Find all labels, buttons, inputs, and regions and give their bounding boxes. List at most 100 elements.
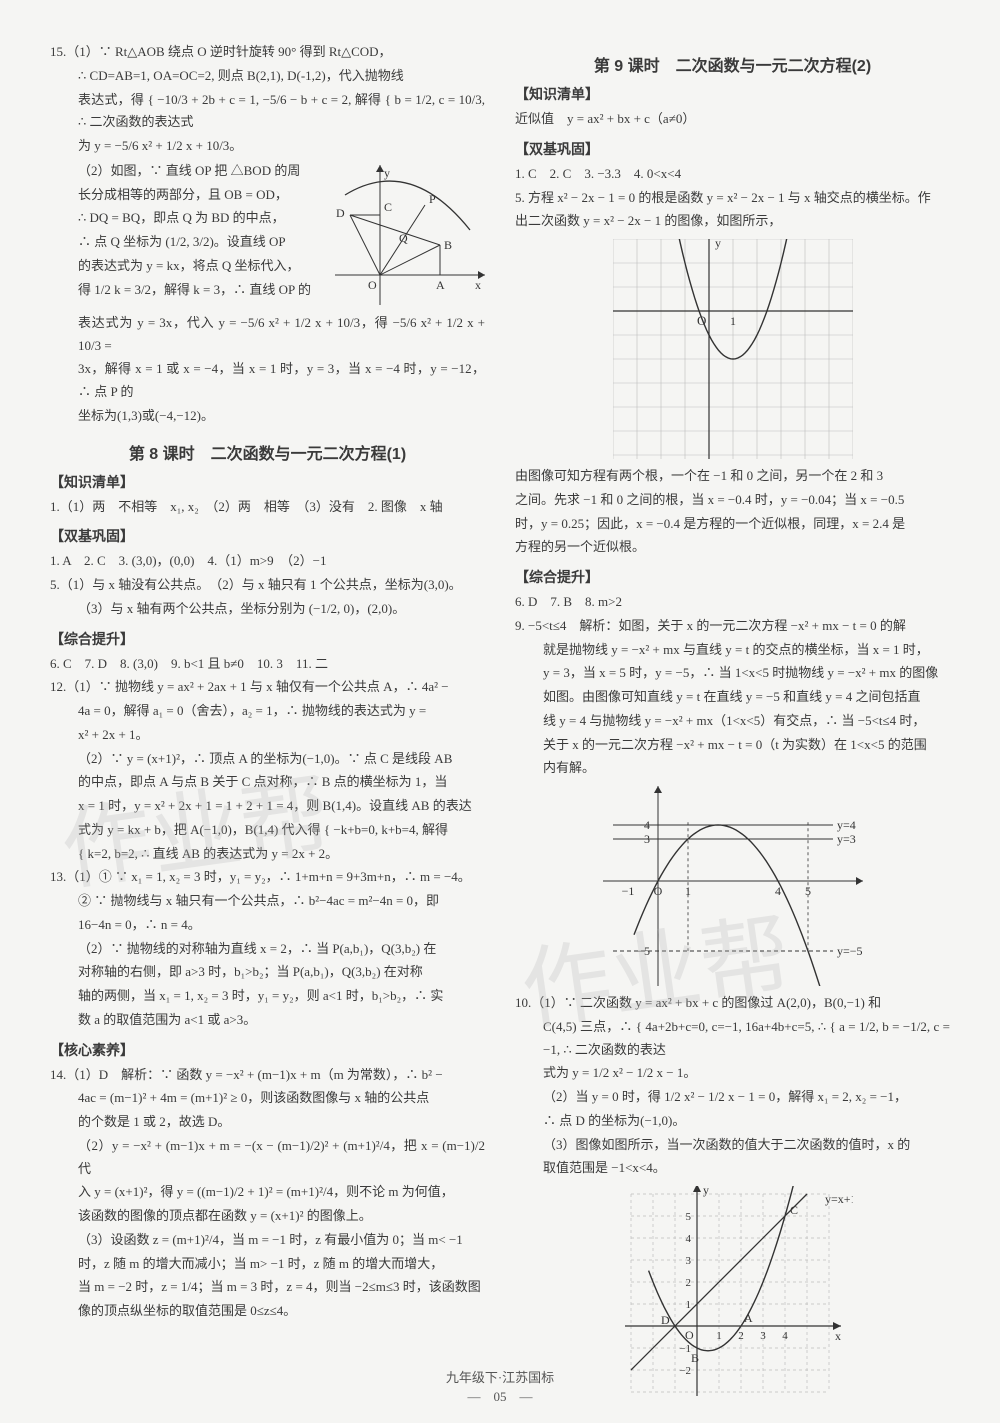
text-line: 内有解。 (515, 757, 950, 780)
text-line: 时，z 随 m 的增大而减小；当 m> −1 时，z 随 m 的增大而增大， (50, 1253, 485, 1276)
svg-text:B: B (691, 1351, 699, 1365)
text-line: 10.（1）∵ 二次函数 y = ax² + bx + c 的图像过 A(2,0… (515, 992, 950, 1015)
svg-text:1: 1 (716, 1330, 722, 1342)
text-line: （2）当 y = 0 时，得 1/2 x² − 1/2 x − 1 = 0，解得… (515, 1086, 950, 1109)
text-line: 表达式为 y = 3x，代入 y = −5/6 x² + 1/2 x + 10/… (50, 312, 485, 358)
svg-text:D: D (336, 206, 345, 220)
text-line: x² + 2x + 1。 (50, 724, 485, 747)
text-line: （3）图像如图所示，当一次函数的值大于二次函数的值时，x 的 (515, 1134, 950, 1157)
svg-text:2: 2 (738, 1330, 744, 1342)
svg-text:2: 2 (685, 1277, 691, 1289)
svg-text:y=−5: y=−5 (837, 944, 863, 958)
text-line: 的个数是 1 或 2，故选 D。 (50, 1111, 485, 1134)
svg-text:O: O (653, 884, 662, 898)
text-line: 13.（1）① ∵ x₁ = 1, x₂ = 3 时，y₁ = y₂，∴ 1+m… (50, 866, 485, 889)
text-line: 之间。先求 −1 和 0 之间的根，当 x = −0.4 时，y = −0.04… (515, 489, 950, 512)
svg-text:C: C (384, 200, 392, 214)
svg-text:x: x (475, 278, 481, 292)
text-line: 对称轴的右侧，即 a>3 时，b₁>b₂；当 P(a,b₁)，Q(3,b₂) 在… (50, 961, 485, 984)
svg-text:y: y (703, 1186, 709, 1197)
svg-text:A: A (744, 1311, 753, 1325)
text-line: 6. D 7. B 8. m>2 (515, 591, 950, 614)
text-line: ∴ CD=AB=1, OA=OC=2, 则点 B(2,1), D(-1,2)，代… (50, 65, 485, 88)
svg-text:x: x (835, 1329, 841, 1343)
text-line: （2）∵ 抛物线的对称轴为直线 x = 2，∴ 当 P(a,b₁)，Q(3,b₂… (50, 938, 485, 961)
subsection-zsqd: 【知识清单】 (50, 472, 485, 492)
svg-text:A: A (436, 278, 445, 292)
text-line: 5. 方程 x² − 2x − 1 = 0 的根是函数 y = x² − 2x … (515, 187, 950, 210)
text-line: 数 a 的取值范围为 a<1 或 a>3。 (50, 1009, 485, 1032)
footer-page-number: — 05 — (0, 1386, 1000, 1405)
text-line: 当 m = −2 时，z = 1/4；当 m = 3 时，z = 4，则当 −2… (50, 1276, 485, 1299)
text-line: 9. −5<t≤4 解析：如图，关于 x 的一元二次方程 −x² + mx − … (515, 615, 950, 638)
text-line: （2）∵ y = (x+1)²，∴ 顶点 A 的坐标为(−1,0)。∵ 点 C … (50, 748, 485, 771)
subsection-zsqd: 【知识清单】 (515, 84, 950, 104)
text-line: 得 1/2 k = 3/2，解得 k = 3，∴ 直线 OP 的 (50, 279, 327, 302)
text-line: 5.（1）与 x 轴没有公共点。 （2）与 x 轴只有 1 个公共点，坐标为(3… (50, 574, 485, 597)
inverted-parabola-figure: y=4y=3y=−543−5−1O145 (603, 786, 863, 986)
text-line: 像的顶点纵坐标的取值范围是 0≤z≤4。 (50, 1300, 485, 1323)
text-line: 式为 y = kx + b，把 A(−1,0)，B(1,4) 代入得 { −k+… (50, 819, 485, 842)
lesson-9-title: 第 9 课时 二次函数与一元二次方程(2) (515, 52, 950, 76)
svg-text:D: D (661, 1313, 670, 1327)
left-column: 15.（1）∵ Rt△AOB 绕点 O 逆时针旋转 90° 得到 Rt△COD，… (50, 40, 485, 1402)
svg-text:3: 3 (644, 832, 650, 846)
text-line: 长分成相等的两部分，且 OB = OD， (50, 184, 327, 207)
text-line: 1. C 2. C 3. −3.3 4. 0<x<4 (515, 163, 950, 186)
svg-text:P: P (429, 192, 436, 206)
text-line: ∴ 点 D 的坐标为(−1,0)。 (515, 1110, 950, 1133)
text-line: 如图。由图像可知直线 y = t 在直线 y = −5 和直线 y = 4 之间… (515, 686, 950, 709)
text-line: 轴的两侧，当 x₁ = 1, x₂ = 3 时，y₁ = y₂，则 a<1 时，… (50, 985, 485, 1008)
text-line: 4ac = (m−1)² + 4m = (m+1)² ≥ 0，则该函数图像与 x… (50, 1087, 485, 1110)
text-line: （3）设函数 z = (m+1)²/4，当 m = −1 时，z 有最小值为 0… (50, 1229, 485, 1252)
text-line: 入 y = (x+1)²，得 y = ((m−1)/2 + 1)² = (m+1… (50, 1181, 485, 1204)
text-line: 由图像可知方程有两个根，一个在 −1 和 0 之间，另一个在 2 和 3 (515, 465, 950, 488)
text-line: 的表达式为 y = kx，将点 Q 坐标代入， (50, 255, 327, 278)
parabola-grid-figure: yxO1 (613, 239, 853, 459)
text-line: 该函数的图像的顶点都在函数 y = (x+1)² 的图像上。 (50, 1205, 485, 1228)
page-footer: 九年级下·江苏国标 — 05 — (0, 1367, 1000, 1405)
lesson-8-title: 第 8 课时 二次函数与一元二次方程(1) (50, 440, 485, 464)
text-line: 坐标为(1,3)或(−4,−12)。 (50, 405, 485, 428)
text-line: 取值范围是 −1<x<4。 (515, 1157, 950, 1180)
text-line: 4a = 0，解得 a₁ = 0（舍去），a₂ = 1，∴ 抛物线的表达式为 y… (50, 700, 485, 723)
text-line: 时，y = 0.25；因此，x = −0.4 是方程的一个近似根，同理，x = … (515, 513, 950, 536)
text-line: 出二次函数 y = x² − 2x − 1 的图像，如图所示， (515, 210, 950, 233)
text-line: C(4,5) 三点，∴ { 4a+2b+c=0, c=−1, 16a+4b+c=… (515, 1016, 950, 1062)
subsection-hxsy: 【核心素养】 (50, 1040, 485, 1060)
text-line: 表达式，得 { −10/3 + 2b + c = 1, −5/6 − b + c… (50, 89, 485, 135)
text-line: 就是抛物线 y = −x² + mx 与直线 y = t 的交点的横坐标，当 x… (515, 639, 950, 662)
svg-text:y: y (384, 166, 390, 180)
svg-text:Q: Q (399, 231, 408, 245)
svg-text:−1: −1 (679, 1343, 691, 1355)
svg-text:1: 1 (730, 314, 736, 328)
text-line: 6. C 7. D 8. (3,0) 9. b<1 且 b≠0 10. 3 11… (50, 653, 485, 676)
svg-text:C: C (790, 1203, 798, 1217)
svg-text:1: 1 (685, 1299, 691, 1311)
svg-text:B: B (444, 238, 452, 252)
svg-text:y: y (715, 239, 721, 250)
text-line: （3）与 x 轴有两个公共点，坐标分别为 (−1/2, 0)，(2,0)。 (50, 598, 485, 621)
text-line: ② ∵ 抛物线与 x 轴只有一个公共点，∴ b²−4ac = m²−4n = 0… (50, 890, 485, 913)
svg-text:−5: −5 (637, 944, 650, 958)
svg-text:O: O (685, 1328, 694, 1342)
right-column: 第 9 课时 二次函数与一元二次方程(2) 【知识清单】 近似值 y = ax²… (515, 40, 950, 1402)
text-line: x = 1 时，y = x² + 2x + 1 = 1 + 2 + 1 = 4，… (50, 795, 485, 818)
text-line: 近似值 y = ax² + bx + c（a≠0） (515, 108, 950, 131)
subsection-zhts: 【综合提升】 (50, 629, 485, 649)
svg-text:−1: −1 (621, 884, 634, 898)
text-line: ∴ DQ = BQ，即点 Q 为 BD 的中点， (50, 207, 327, 230)
svg-text:4: 4 (782, 1330, 788, 1342)
text-line: 16−4n = 0，∴ n = 4。 (50, 914, 485, 937)
text-line: 1.（1）两 不相等 x₁, x₂ （2）两 相等 （3）没有 2. 图像 x … (50, 496, 485, 519)
text-line: （2）如图，∵ 直线 OP 把 △BOD 的周 (50, 160, 327, 183)
text-line: y = 3，当 x = 5 时，y = −5，∴ 当 1<x<5 时抛物线 y … (515, 662, 950, 685)
svg-text:3: 3 (760, 1330, 766, 1342)
text-line: 线 y = 4 与抛物线 y = −x² + mx（1<x<5）有交点，∴ 当 … (515, 710, 950, 733)
svg-text:4: 4 (644, 818, 650, 832)
text-line: 方程的另一个近似根。 (515, 536, 950, 559)
text-line: 1. A 2. C 3. (3,0)，(0,0) 4.（1）m>9 （2）−1 (50, 550, 485, 573)
svg-text:O: O (697, 313, 706, 328)
text-line: （2）y = −x² + (m−1)x + m = −(x − (m−1)/2)… (50, 1135, 485, 1181)
text-line: 14.（1）D 解析：∵ 函数 y = −x² + (m−1)x + m（m 为… (50, 1064, 485, 1087)
